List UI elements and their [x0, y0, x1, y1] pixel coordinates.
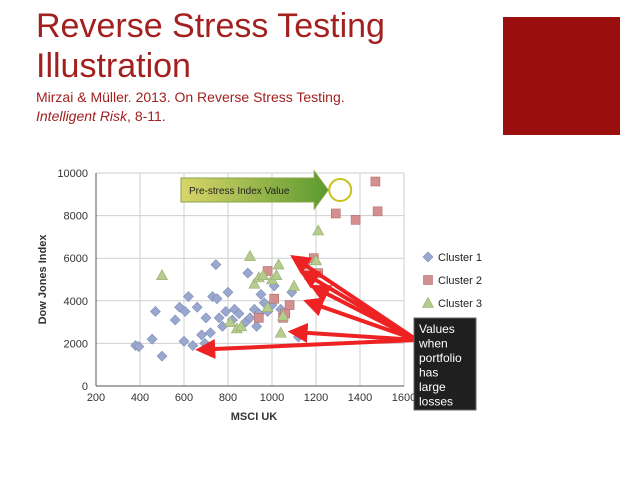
cluster-1-point: [233, 308, 245, 320]
citation: Mirzai & Müller. 2013. On Reverse Stress…: [36, 88, 456, 126]
cluster-1-point: [169, 314, 181, 326]
pre-stress-label: Pre-stress Index Value: [189, 186, 290, 197]
cluster-1-point: [149, 306, 161, 317]
cluster-1-point: [156, 350, 168, 362]
cluster-1-point: [178, 335, 190, 347]
y-tick-label: 0: [82, 381, 88, 393]
cluster-1-point: [251, 320, 263, 332]
y-tick-label: 6000: [64, 253, 88, 265]
citation-pages: , 8-11.: [127, 108, 166, 124]
loss-callout-text: losses: [419, 395, 453, 409]
title-line-2: Illustration: [36, 47, 191, 85]
cluster-3-point: [287, 279, 301, 291]
legend-label-cluster-3: Cluster 3: [438, 298, 482, 310]
cluster-3-point: [155, 269, 169, 281]
x-tick-label: 1400: [348, 392, 372, 404]
cluster-1-point: [200, 312, 212, 324]
cluster-1-point: [191, 301, 203, 313]
loss-arrow: [303, 297, 418, 342]
citation-journal: Intelligent Risk: [36, 108, 128, 124]
accent-box: [503, 17, 620, 135]
cluster-3-point: [272, 258, 285, 270]
cluster-1-point: [211, 293, 223, 305]
cluster-1-point: [220, 306, 232, 317]
cluster-1-point: [242, 267, 254, 279]
y-tick-label: 10000: [57, 168, 88, 180]
cluster-1-point: [133, 341, 145, 353]
pre-stress-circle: [328, 178, 353, 203]
legend-label-cluster-2: Cluster 2: [438, 275, 482, 287]
cluster-3-point: [270, 269, 283, 281]
axes: 200 400 600 800 1000 1200 1400 1600 0 2000 4000 600…: [37, 168, 416, 423]
x-tick-label: 1000: [260, 392, 284, 404]
loss-callout-text: portfolio: [419, 351, 462, 365]
loss-callout-text: has: [419, 366, 438, 380]
title-line-1: Reverse Stress Testing: [36, 7, 385, 45]
cluster-3-point: [312, 224, 325, 236]
x-tick-label: 400: [131, 392, 149, 404]
legend: Cluster 1 Cluster 2 Cluster 3: [421, 251, 482, 310]
cluster-2-point: [370, 176, 381, 187]
cluster-2-point: [350, 215, 361, 225]
cluster-1-point: [222, 286, 234, 298]
x-tick-label: 800: [219, 392, 237, 404]
x-tick-label: 1600: [392, 392, 416, 404]
cluster-3-point: [257, 269, 270, 281]
cluster-1-point: [244, 312, 256, 324]
cluster-3-point: [261, 301, 274, 312]
cluster-1-point: [210, 259, 222, 271]
loss-callout-text: Values: [419, 322, 455, 336]
loss-arrow: [309, 284, 418, 342]
cluster-2-point: [254, 313, 264, 323]
x-tick-label: 200: [87, 392, 105, 404]
y-axis-title: Dow Jones Index: [37, 234, 49, 325]
citation-line-2: Intelligent Risk, 8-11.: [36, 107, 456, 126]
cluster-1-point: [255, 288, 267, 300]
y-tick-label: 2000: [64, 338, 88, 350]
slide-title: Reverse Stress Testing Illustration: [36, 6, 456, 86]
cluster-3-point: [309, 254, 323, 266]
x-tick-label: 600: [175, 392, 193, 404]
loss-callout-text: large: [419, 380, 446, 394]
cluster-2-point: [284, 300, 295, 310]
loss-arrow: [287, 322, 418, 343]
legend-marker-cluster-1: [422, 251, 434, 263]
loss-callout-text: when: [418, 337, 448, 351]
cluster-3-point: [243, 249, 257, 261]
cluster-2-point: [330, 208, 341, 219]
pre-stress-arrow: [180, 169, 329, 211]
cluster-1-point: [182, 291, 194, 302]
cluster-3-point: [274, 326, 287, 338]
cluster-3-point: [248, 277, 261, 289]
x-axis-title: MSCI UK: [231, 411, 278, 423]
grid: [95, 172, 405, 387]
legend-marker-cluster-3: [421, 296, 435, 308]
loss-arrow: [195, 338, 418, 359]
cluster-3-point: [276, 309, 290, 321]
loss-callout-box: [413, 317, 477, 411]
cluster-2-point: [269, 293, 280, 304]
cluster-2-point: [372, 206, 383, 217]
cluster-1-point: [179, 306, 191, 317]
x-tick-label: 1200: [304, 392, 328, 404]
cluster-1-point: [204, 327, 216, 339]
y-tick-label: 8000: [64, 211, 88, 223]
cluster-3-point: [235, 320, 248, 332]
legend-marker-cluster-2: [423, 275, 433, 285]
cluster-1-point: [187, 340, 199, 351]
cluster-1-point: [146, 333, 158, 345]
cluster-1-point: [213, 312, 225, 324]
annotations: Pre-stress Index Value Valueswhenportfoli…: [180, 169, 477, 411]
citation-line-1: Mirzai & Müller. 2013. On Reverse Stress…: [36, 89, 345, 105]
cluster-3-point: [224, 315, 237, 327]
legend-label-cluster-1: Cluster 1: [438, 252, 482, 264]
y-tick-label: 4000: [64, 296, 88, 308]
